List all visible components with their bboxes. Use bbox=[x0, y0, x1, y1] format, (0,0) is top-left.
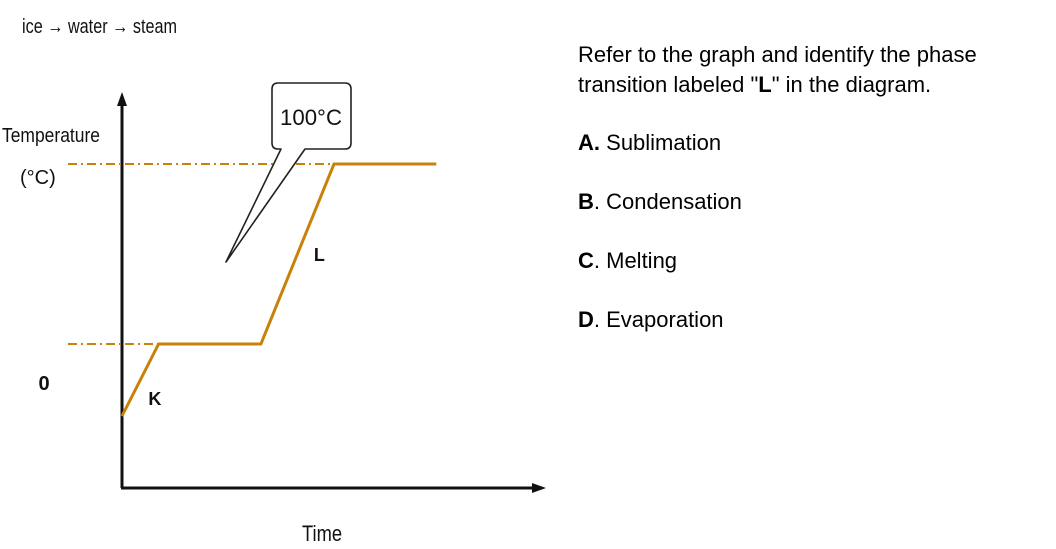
x-axis-arrowhead bbox=[532, 483, 546, 493]
option-b-letter: B bbox=[578, 189, 594, 214]
option-d-letter: D bbox=[578, 307, 594, 332]
callout-100c: 100°C bbox=[225, 82, 352, 263]
y-axis-label: Temperature (°C) bbox=[2, 125, 106, 189]
reference-lines bbox=[68, 163, 334, 345]
prompt-bold-label: L bbox=[758, 72, 772, 97]
point-label-l: L bbox=[314, 245, 325, 265]
prompt-text-before: Refer to the graph and identify the phas… bbox=[578, 42, 977, 97]
y-axis-arrowhead bbox=[117, 92, 127, 106]
question-panel: Refer to the graph and identify the phas… bbox=[578, 40, 1048, 364]
callout-text: 100°C bbox=[280, 105, 342, 130]
chart-title: ice → water → steam bbox=[22, 16, 177, 38]
option-c-letter: C bbox=[578, 248, 594, 273]
phase-change-graph: ice → water → steam Temperature (°C) Tim… bbox=[2, 16, 546, 546]
point-label-k: K bbox=[148, 389, 161, 409]
option-d[interactable]: D. Evaporation bbox=[578, 307, 724, 332]
y-tick-label: 0 bbox=[38, 373, 49, 395]
callout-bubble bbox=[225, 82, 352, 263]
series-line-0 bbox=[120, 162, 437, 417]
point-labels: KL bbox=[148, 245, 324, 409]
option-b-text: Condensation bbox=[606, 189, 742, 214]
x-axis-label: Time bbox=[302, 521, 342, 546]
question-prompt: Refer to the graph and identify the phas… bbox=[578, 40, 1048, 100]
option-d-text: Evaporation bbox=[606, 307, 724, 332]
y-axis-label-unit: (°C) bbox=[20, 167, 56, 189]
option-a-dot: . bbox=[593, 130, 601, 155]
option-c-text: Melting bbox=[606, 248, 678, 273]
y-axis-label-text: Temperature bbox=[2, 125, 100, 147]
option-c[interactable]: C. Melting bbox=[578, 248, 678, 273]
option-a-letter: A bbox=[578, 130, 594, 155]
series-layer bbox=[120, 162, 437, 417]
prompt-text-after: " in the diagram. bbox=[771, 72, 932, 97]
option-a[interactable]: A. Sublimation bbox=[578, 128, 1048, 158]
option-a-text: Sublimation bbox=[606, 130, 722, 155]
option-b[interactable]: B. Condensation bbox=[578, 189, 742, 214]
